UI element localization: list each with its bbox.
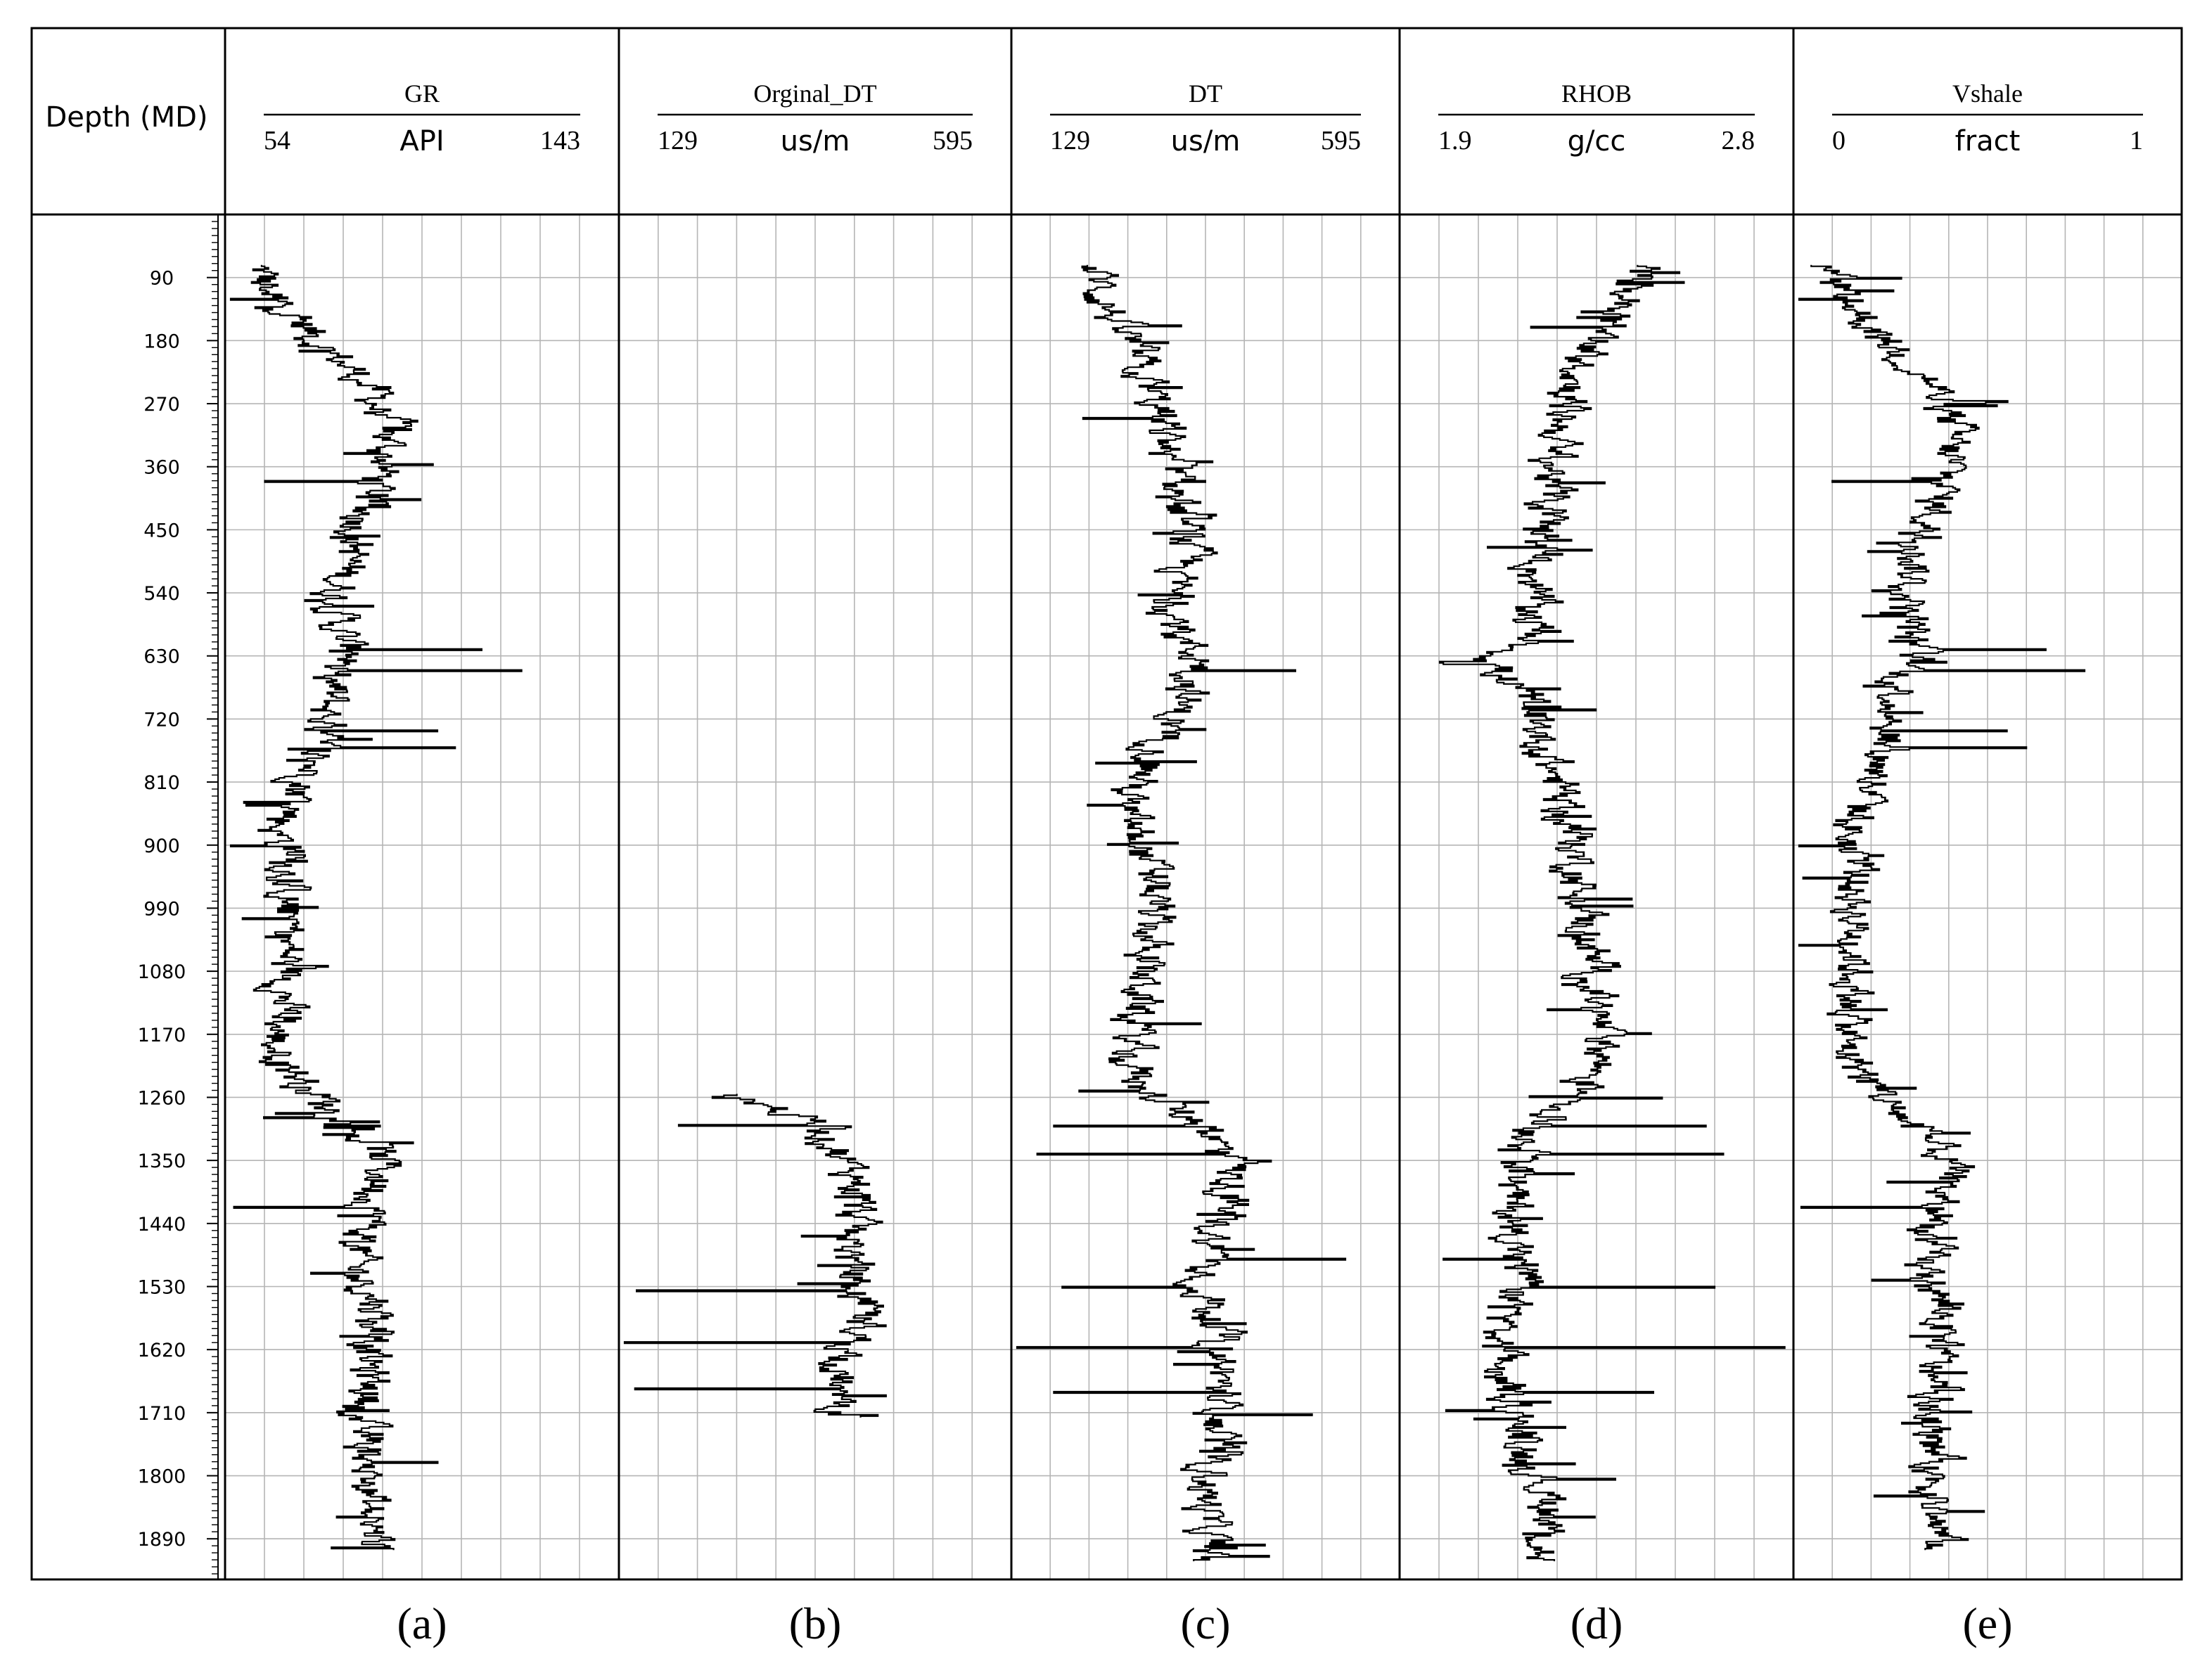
panel-label: (d) — [1571, 1598, 1623, 1648]
depth-tick-label: 1440 — [138, 1214, 186, 1236]
depth-tick-label: 900 — [143, 835, 180, 857]
grid-layer — [225, 214, 2182, 1579]
track-max-label: 1 — [2130, 126, 2143, 155]
track-min-label: 129 — [1050, 126, 1090, 155]
track-grid-rhob — [1400, 214, 1793, 1579]
track-curve-name: GR — [404, 79, 440, 108]
track-min-label: 0 — [1832, 126, 1845, 155]
track-curve-name: Vshale — [1952, 79, 2023, 108]
track-min-label: 54 — [264, 126, 290, 155]
track-header-rhob: RHOB 1.9 g/cc 2.8 — [1438, 79, 1755, 158]
depth-tick-label: 1620 — [138, 1340, 186, 1361]
track-min-label: 129 — [658, 126, 698, 155]
track-grid-vshale — [1793, 214, 2182, 1579]
panel-label: (a) — [397, 1598, 447, 1648]
depth-tick-label: 450 — [143, 520, 180, 541]
outer-frame — [30, 27, 2183, 1581]
track-max-label: 595 — [1321, 126, 1361, 155]
panel-label: (b) — [789, 1598, 842, 1648]
depth-tick-label: 1080 — [138, 961, 186, 983]
depth-tick-label: 180 — [143, 331, 180, 352]
track-grid-orginal_dt — [619, 214, 1011, 1579]
depth-axis: 90 180 270 360 450 540 630 720 810 900 990 1080 1170… — [138, 214, 219, 1579]
track-header-gr: GR 54 API 143 — [264, 79, 580, 158]
track-max-label: 2.8 — [1722, 126, 1755, 155]
depth-axis-title: Depth (MD) — [45, 101, 207, 134]
curve-gr — [229, 264, 523, 1551]
curve-orginal_dt — [623, 1094, 887, 1418]
depth-tick-label: 90 — [150, 268, 174, 290]
depth-tick-label: 270 — [143, 394, 180, 416]
curve-layer — [229, 264, 2086, 1562]
header-layer: Depth (MD) GR 54 API 143 Orginal_DT 129 us/m 59… — [45, 79, 2143, 158]
track-min-label: 1.9 — [1438, 126, 1472, 155]
depth-tick-label: 1710 — [138, 1403, 186, 1425]
curve-vshale — [1798, 264, 2086, 1551]
track-unit-label: us/m — [781, 125, 850, 158]
panel-labels: (a) (b) (c) (d) (e) — [397, 1598, 2012, 1648]
track-header-orginal_dt: Orginal_DT 129 us/m 595 — [658, 79, 973, 158]
depth-tick-label: 540 — [143, 583, 180, 605]
track-header-dt: DT 129 us/m 595 — [1050, 79, 1361, 158]
depth-tick-label: 810 — [143, 772, 180, 794]
curve-rhob — [1438, 264, 1786, 1562]
depth-tick-label: 990 — [143, 898, 180, 920]
track-curve-name: DT — [1189, 79, 1222, 108]
depth-tick-label: 1530 — [138, 1277, 186, 1299]
depth-tick-label: 360 — [143, 457, 180, 479]
track-max-label: 143 — [540, 126, 580, 155]
track-grid-gr — [225, 214, 619, 1579]
depth-tick-label: 1170 — [138, 1025, 186, 1046]
track-header-vshale: Vshale 0 fract 1 — [1832, 79, 2143, 158]
depth-tick-label: 1350 — [138, 1150, 186, 1172]
track-curve-name: RHOB — [1561, 79, 1632, 108]
track-max-label: 595 — [933, 126, 973, 155]
panel-label: (c) — [1180, 1598, 1230, 1648]
depth-tick-label: 630 — [143, 646, 180, 668]
depth-tick-label: 1800 — [138, 1466, 186, 1488]
track-curve-name: Orginal_DT — [753, 79, 876, 108]
track-unit-label: API — [399, 125, 444, 158]
depth-tick-label: 720 — [143, 709, 180, 731]
frame-layer — [30, 27, 2183, 1581]
panel-label: (e) — [1962, 1598, 2012, 1648]
curve-dt — [1016, 264, 1347, 1562]
track-unit-label: g/cc — [1568, 125, 1626, 158]
depth-tick-label: 1260 — [138, 1087, 186, 1109]
track-unit-label: fract — [1955, 125, 2021, 158]
track-unit-label: us/m — [1171, 125, 1241, 158]
depth-tick-label: 1890 — [138, 1529, 186, 1551]
